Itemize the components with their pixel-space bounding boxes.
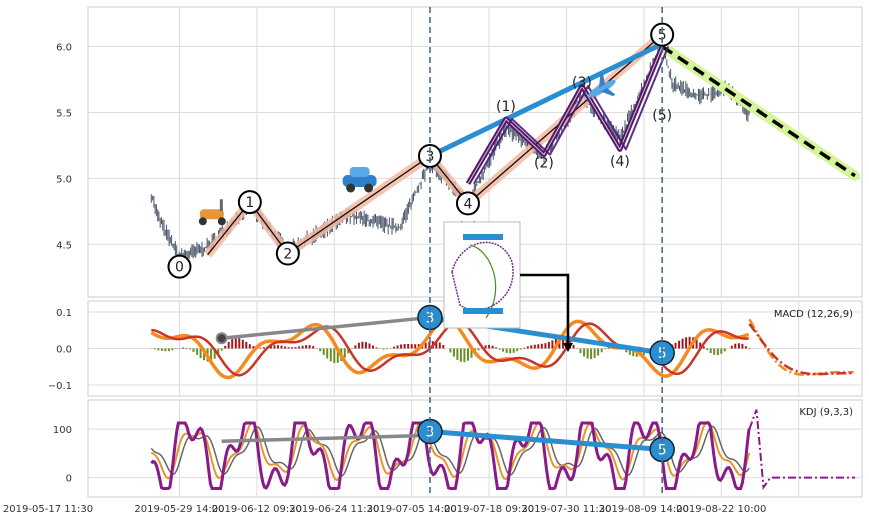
wave-label: 0 bbox=[175, 260, 184, 276]
y-tick-label: 5.0 bbox=[56, 174, 72, 185]
kdj-d-line bbox=[150, 425, 750, 477]
roller-coaster-inset-icon bbox=[443, 221, 521, 329]
connector-arrowhead bbox=[563, 343, 573, 352]
sub-wave-inner bbox=[467, 46, 663, 184]
x-axis: 2019-05-17 11:30 2019-05-29 14:002019-06-… bbox=[3, 504, 766, 515]
kdj-divergence-line bbox=[429, 429, 663, 452]
y-tick-label: 0.1 bbox=[56, 308, 72, 319]
x-tick-label: 2019-07-05 14:00 bbox=[367, 504, 457, 515]
wave-label-circle bbox=[237, 190, 262, 215]
scooter-body bbox=[199, 209, 224, 220]
kdj-j-line bbox=[150, 421, 751, 490]
wave-label: 1 bbox=[245, 195, 254, 211]
wave-label: 3 bbox=[426, 149, 435, 165]
kdj-panel: 100035 bbox=[53, 399, 863, 498]
y-tick-label: 100 bbox=[53, 425, 72, 436]
y-tick-label: 0.0 bbox=[56, 345, 72, 356]
x-tick-label: 2019-07-18 09:30 bbox=[444, 504, 534, 515]
x-tick-label: 2019-05-29 14:00 bbox=[134, 504, 224, 515]
kdj-grey-connector bbox=[221, 433, 431, 443]
wave-label: 5 bbox=[658, 28, 667, 44]
wave-label: 2 bbox=[283, 247, 292, 263]
y-tick-label: 0 bbox=[66, 474, 72, 485]
macd-grey-dot bbox=[215, 332, 228, 345]
macd-marker-label: 5 bbox=[658, 346, 667, 362]
airplane-body bbox=[587, 80, 616, 98]
macd-projection-dea bbox=[748, 323, 854, 376]
airplane-wing bbox=[600, 87, 616, 97]
connector-line bbox=[520, 273, 570, 345]
wave-label-circle bbox=[650, 22, 675, 47]
scooter-wheel bbox=[217, 217, 226, 226]
wave-label-circle bbox=[417, 143, 442, 168]
x-tick-label: 2019-07-30 11:30 bbox=[521, 504, 611, 515]
wave-label-circle bbox=[275, 241, 300, 266]
macd-title: MACD (12,26,9) bbox=[774, 309, 853, 320]
wave-label: (2) bbox=[534, 156, 554, 172]
coaster-cart bbox=[463, 308, 503, 314]
wave-label: 4 bbox=[464, 196, 473, 212]
wave-label: (3) bbox=[572, 75, 592, 91]
car-icon bbox=[342, 167, 377, 193]
coaster-cart bbox=[463, 234, 503, 240]
scooter-handle bbox=[219, 199, 223, 212]
x-tick-label: 2019-06-12 09:30 bbox=[212, 504, 302, 515]
macd-grey-connector bbox=[221, 315, 431, 341]
x-tick-label: 2019-08-09 14:00 bbox=[599, 504, 689, 515]
wave-label: (4) bbox=[610, 154, 630, 170]
car-wheel bbox=[364, 183, 374, 193]
airplane-icon bbox=[587, 72, 616, 98]
x-tick-label: 2019-05-17 11:30 bbox=[3, 504, 93, 515]
x-tick-label: 2019-08-22 10:00 bbox=[676, 504, 766, 515]
car-roof bbox=[349, 167, 370, 177]
wave-label: (1) bbox=[496, 99, 516, 115]
y-tick-label: 4.5 bbox=[56, 240, 72, 251]
kdj-title: KDJ (9,3,3) bbox=[799, 407, 853, 418]
y-tick-label: −0.1 bbox=[48, 381, 72, 392]
wave-label-circle bbox=[455, 191, 480, 216]
projection-line bbox=[661, 45, 856, 178]
channel-line-3-5 bbox=[427, 41, 665, 159]
y-tick-label: 6.0 bbox=[56, 43, 72, 54]
wave-label-circle bbox=[167, 254, 192, 279]
scooter-icon bbox=[198, 199, 226, 226]
overlay-layer bbox=[429, 7, 663, 497]
scooter-wheel bbox=[198, 217, 207, 226]
kdj-projection bbox=[748, 409, 855, 491]
airplane-wing bbox=[598, 72, 605, 88]
wave-label: (5) bbox=[652, 108, 672, 124]
car-wheel bbox=[346, 183, 356, 193]
sub-wave-line-parallel bbox=[473, 46, 670, 185]
macd-projection-dif bbox=[748, 318, 854, 376]
y-tick-label: 5.5 bbox=[56, 108, 72, 119]
x-tick-label: 2019-06-24 11:30 bbox=[289, 504, 379, 515]
